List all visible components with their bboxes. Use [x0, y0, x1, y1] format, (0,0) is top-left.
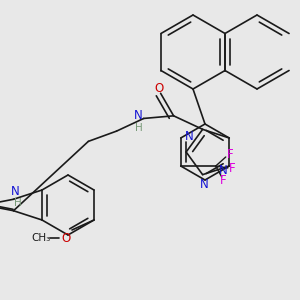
Text: N: N [134, 109, 143, 122]
Text: O: O [154, 82, 163, 95]
Text: O: O [61, 232, 70, 244]
Text: N: N [219, 164, 228, 176]
Text: F: F [226, 148, 233, 160]
Text: F: F [219, 173, 226, 187]
Text: CH₃: CH₃ [32, 233, 51, 243]
Text: H: H [14, 198, 21, 208]
Text: N: N [200, 178, 209, 191]
Text: N: N [11, 185, 20, 198]
Text: N: N [184, 130, 193, 142]
Text: H: H [135, 123, 142, 134]
Text: F: F [228, 161, 235, 175]
